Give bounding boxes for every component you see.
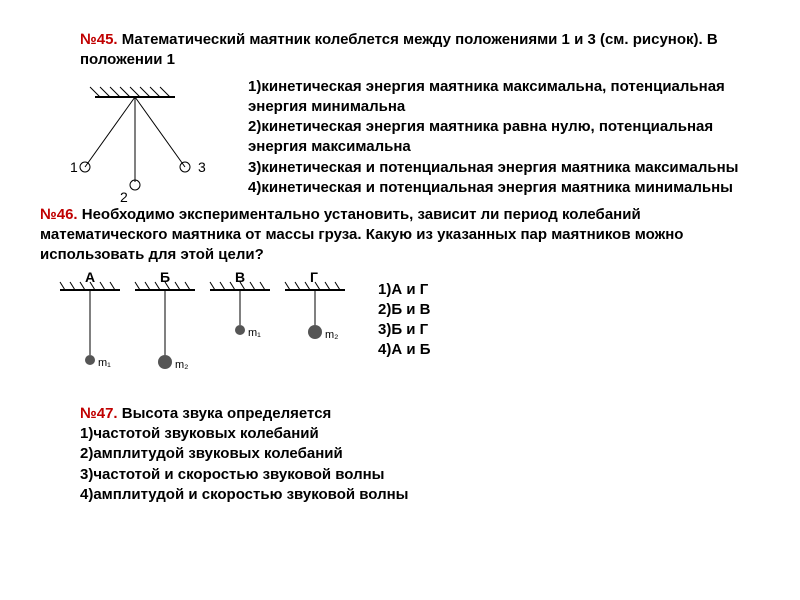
svg-text:m₁: m₁ [248,327,261,339]
svg-text:m₁: m₁ [98,357,111,369]
q45-options: 1)кинетическая энергия маятника максимал… [248,77,760,199]
q45-label-1: 1 [70,159,78,175]
q45-opt4: 4)кинетическая и потенциальная энергия м… [248,178,760,198]
q47-text: Высота звука определяется [122,405,332,422]
q47-prompt: №47. Высота звука определяется [80,404,760,424]
question-47: №47. Высота звука определяется 1)частото… [40,404,760,505]
svg-text:Г: Г [310,270,318,285]
q46-opt3: 3)Б и Г [378,320,760,340]
q47-opt1: 1)частотой звуковых колебаний [80,424,760,444]
q45-opt1: 1)кинетическая энергия маятника максимал… [248,77,760,118]
q45-number: №45. [80,31,118,48]
q46-diagram: А m₁ Б m₂ В m₁ Г [40,270,360,386]
q46-opt2: 2)Б и В [378,300,760,320]
q45-label-3: 3 [198,159,206,175]
q47-opt2: 2)амплитудой звуковых колебаний [80,444,760,464]
q45-prompt: №45. Математический маятник колеблется м… [40,30,760,71]
svg-text:m₂: m₂ [325,329,338,341]
q45-opt2: 2)кинетическая энергия маятника равна ну… [248,117,760,158]
q46-number: №46. [40,206,78,223]
question-46: №46. Необходимо экспериментально установ… [40,205,760,386]
q46-options: 1)А и Г 2)Б и В 3)Б и Г 4)А и Б [378,270,760,361]
q46-text: Необходимо экспериментально установить, … [40,206,683,264]
q45-label-2: 2 [120,189,128,205]
q47-opt4: 4)амплитудой и скоростью звуковой волны [80,485,760,505]
q47-opt3: 3)частотой и скоростью звуковой волны [80,465,760,485]
q45-diagram: 1 2 3 [40,77,230,213]
question-45: №45. Математический маятник колеблется м… [40,30,760,213]
q46-opt4: 4)А и Б [378,340,760,360]
q45-opt3: 3)кинетическая и потенциальная энергия м… [248,158,760,178]
q46-prompt: №46. Необходимо экспериментально установ… [40,205,760,266]
q47-number: №47. [80,405,118,422]
q46-opt1: 1)А и Г [378,280,760,300]
q45-text: Математический маятник колеблется между … [80,31,718,68]
svg-text:m₂: m₂ [175,359,188,371]
